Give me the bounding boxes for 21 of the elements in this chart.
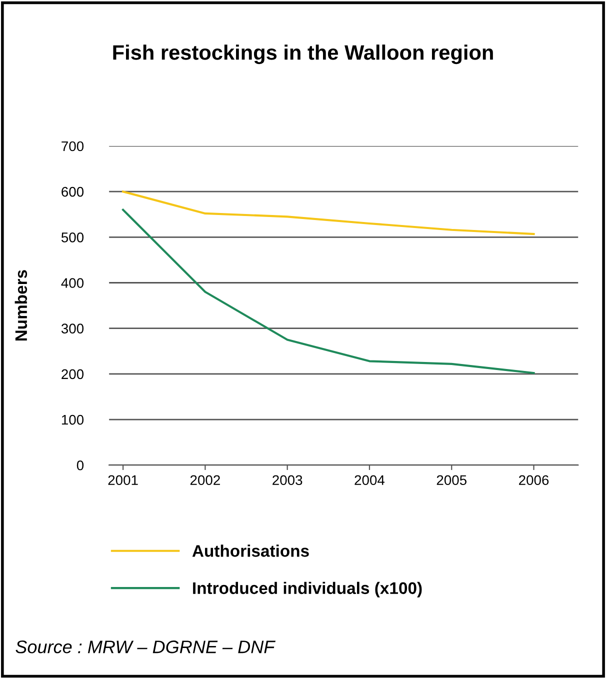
- legend-label: Authorisations: [192, 544, 309, 557]
- x-tick-label: 2006: [519, 475, 549, 486]
- line-series: [122, 190, 535, 236]
- source-note: Source : MRW – DGRNE – DNF: [16, 640, 276, 654]
- legend-label: Introduced individuals (x100): [193, 582, 422, 598]
- x-tick-label: 2003: [272, 475, 302, 486]
- chart-title: Fish restockings in the Walloon region: [113, 44, 493, 64]
- y-tick-label: 200: [62, 369, 84, 380]
- y-tick-label: 0: [76, 460, 84, 470]
- x-tick-label: 2002: [190, 475, 220, 486]
- y-tick-label: 400: [61, 278, 84, 288]
- y-tick-label: 100: [62, 414, 84, 425]
- y-tick-label: 300: [61, 324, 84, 334]
- y-tick-label: 700: [62, 141, 84, 152]
- y-tick-label: 600: [62, 186, 84, 197]
- y-axis-title: Numbers: [14, 270, 28, 341]
- x-tick-label: 2005: [436, 475, 466, 486]
- x-tick-label: 2004: [354, 475, 385, 486]
- line-series: [122, 208, 535, 374]
- x-tick-label: 2001: [108, 475, 138, 486]
- y-tick-label: 500: [61, 232, 84, 242]
